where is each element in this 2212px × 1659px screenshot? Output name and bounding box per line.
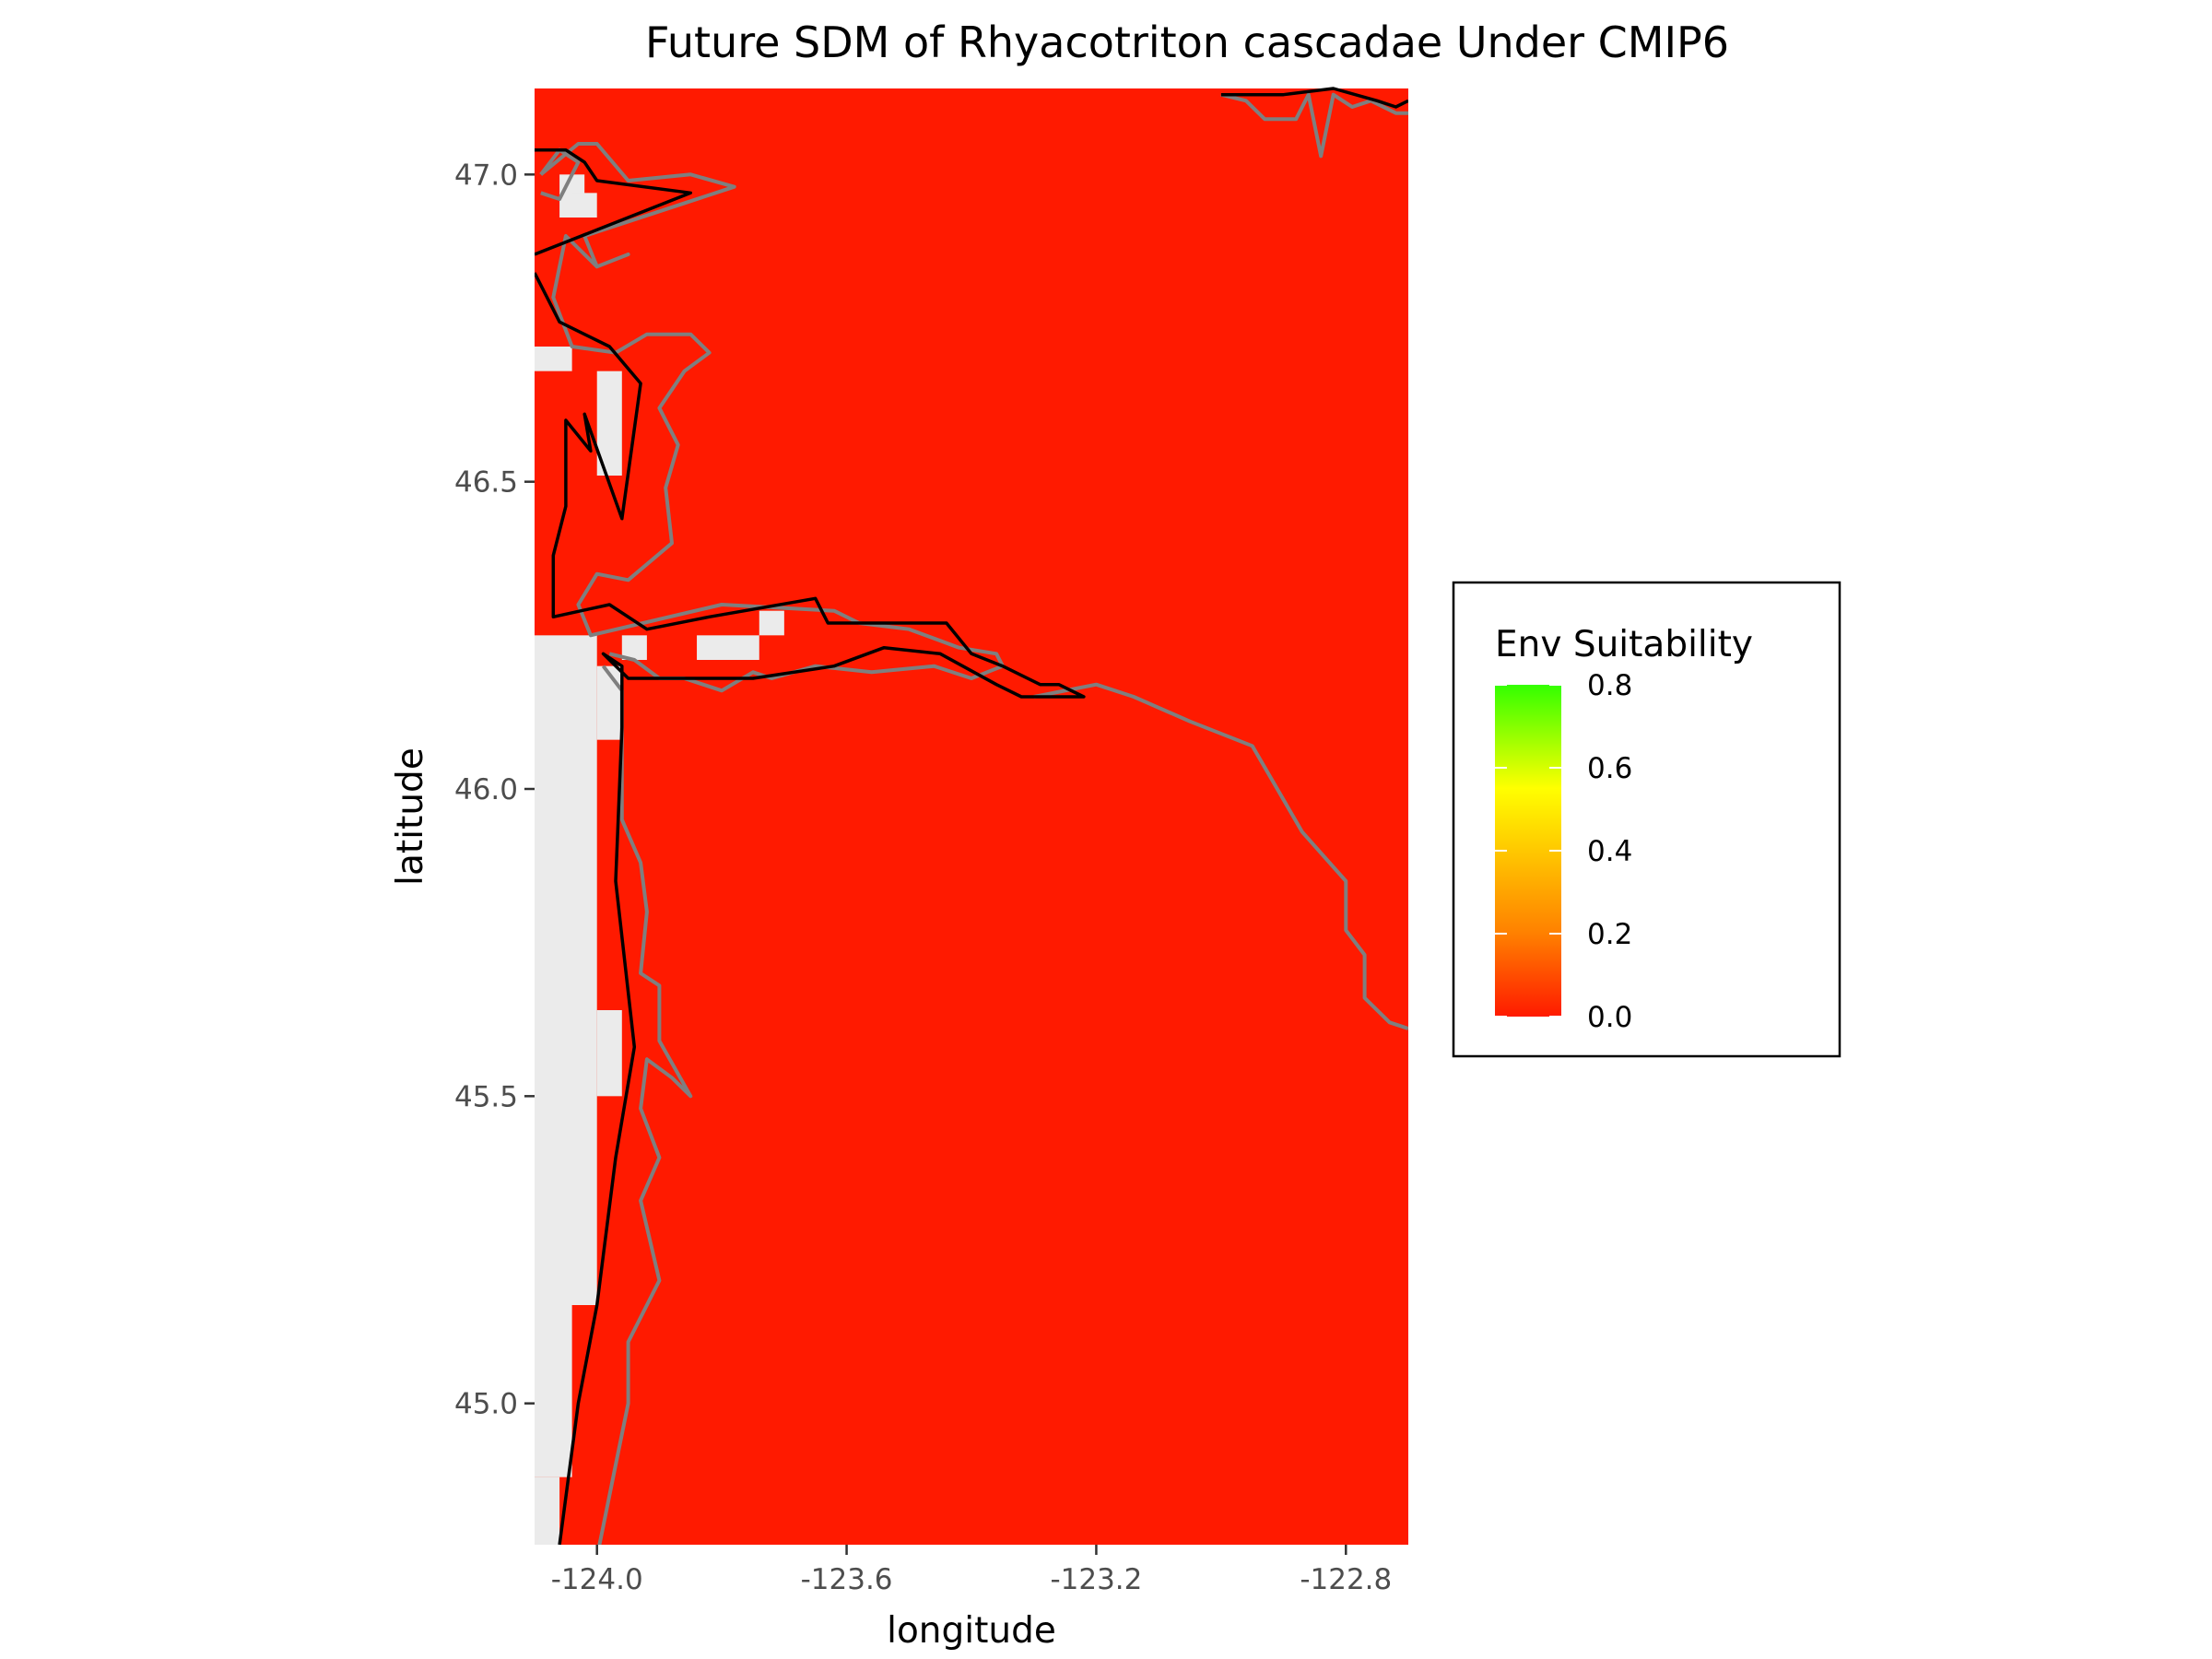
legend-tick-label: 0.0: [1587, 1001, 1632, 1034]
plot-panel: [535, 87, 1408, 1545]
outline-black-group: [535, 87, 1408, 1545]
y-tick-label: 46.5: [454, 466, 518, 500]
legend: Env Suitability 0.0 0.2 0.4 0.6 0.8: [1452, 581, 1841, 1058]
outline-black: [535, 147, 693, 256]
no-data-cell: [621, 635, 647, 660]
legend-ticks: 0.0 0.2 0.4 0.6 0.8: [1495, 669, 1632, 1034]
outline-gray: [1220, 92, 1408, 159]
x-axis-title: longitude: [887, 1610, 1056, 1652]
no-data-cell: [596, 665, 622, 740]
chart-title: Future SDM of Rhyacotriton cascadae Unde…: [645, 18, 1729, 67]
x-tick-label: -122.8: [1300, 1563, 1392, 1596]
no-data-cell: [697, 635, 759, 660]
y-tick-label: 46.0: [454, 773, 518, 806]
no-data-cell: [571, 193, 597, 218]
x-tick-label: -123.6: [801, 1563, 893, 1596]
no-data-cell: [535, 635, 597, 1305]
y-tick-label: 45.5: [454, 1080, 518, 1113]
outline-gray: [539, 147, 581, 201]
y-tick-label: 45.0: [454, 1388, 518, 1421]
outline-gray: [597, 665, 693, 1545]
no-data-cell: [759, 610, 784, 636]
no-data-cell: [535, 1477, 560, 1545]
outline-gray: [1033, 682, 1408, 1030]
x-tick-label: -123.2: [1050, 1563, 1142, 1596]
x-tick-label: -124.0: [551, 1563, 643, 1596]
legend-title: Env Suitability: [1495, 624, 1753, 665]
no-data-cells: [535, 174, 784, 1545]
outline-black: [535, 272, 1086, 1545]
legend-tick-label: 0.6: [1587, 752, 1632, 785]
no-data-cell: [596, 1010, 622, 1097]
suitability-raster: [535, 88, 1408, 1545]
y-axis: 45.0 45.5 46.0 46.5 47.0: [454, 159, 535, 1421]
no-data-cell: [535, 347, 572, 371]
outline-black: [1220, 87, 1408, 109]
y-axis-title: latitude: [390, 747, 431, 886]
legend-tick-label: 0.2: [1587, 918, 1632, 951]
no-data-cell: [535, 1305, 572, 1477]
y-tick-label: 47.0: [454, 159, 518, 192]
x-axis: -124.0 -123.6 -123.2 -122.8: [551, 1545, 1392, 1596]
legend-tick-label: 0.4: [1587, 835, 1632, 868]
legend-tick-label: 0.8: [1587, 669, 1632, 702]
